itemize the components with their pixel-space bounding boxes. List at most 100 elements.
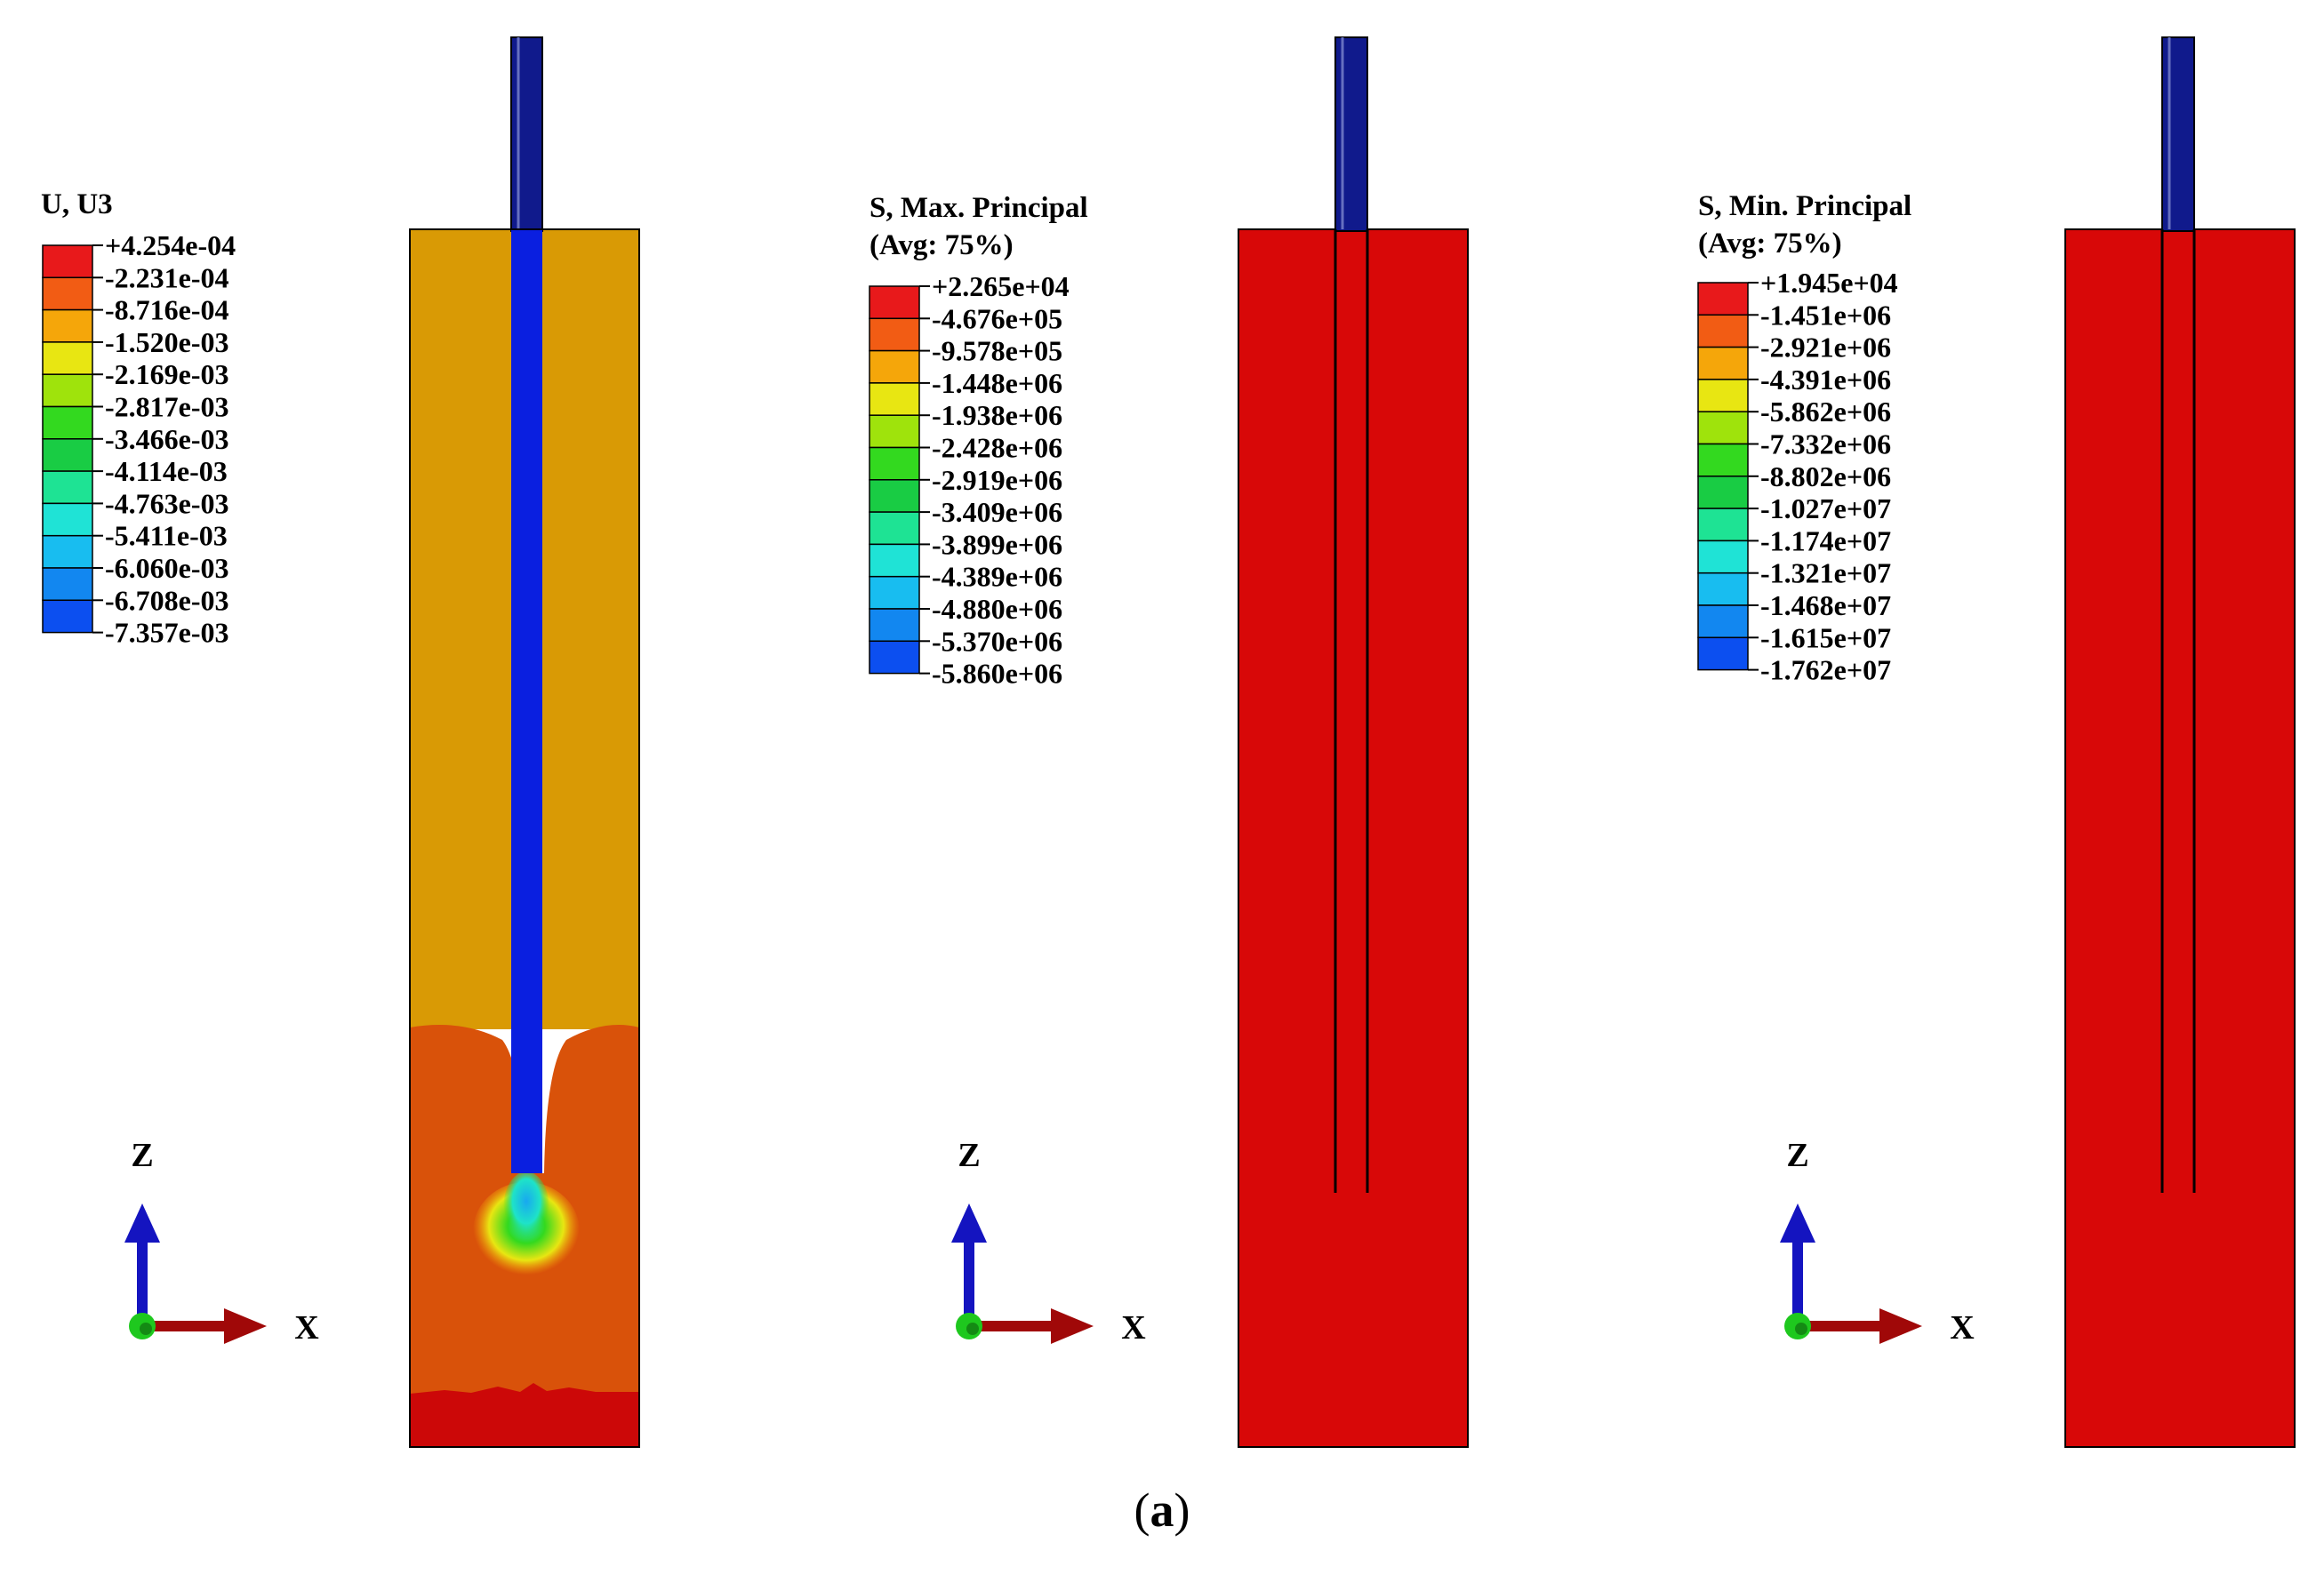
legend-color-band [1697,411,1749,445]
legend-value: -4.389e+06 [932,561,1062,593]
x-axis-label: X [1121,1309,1145,1347]
legend-value: -1.027e+07 [1760,492,1891,524]
legend-subtitle: (Avg: 75%) [1698,228,1842,260]
pile-top-segment [2161,36,2195,232]
z-axis-label: Z [131,1137,153,1174]
legend-title: S, Max. Principal [869,192,1088,224]
figure-caption: (a) [0,1483,2324,1538]
legend-color-band [869,382,920,416]
legend-color-band [42,373,93,408]
legend-value: +1.945e+04 [1760,267,1898,299]
legend-value: -1.762e+07 [1760,654,1891,686]
legend-value: -3.409e+06 [932,496,1062,528]
legend-value: -2.428e+06 [932,432,1062,464]
legend-value: -6.060e-03 [105,552,229,584]
x-axis-shaft [1798,1321,1885,1331]
legend-value: -3.899e+06 [932,528,1062,560]
legend-value: -8.802e+06 [1760,460,1891,492]
legend-color-band [42,502,93,537]
soil-block-outline [409,228,640,1448]
legend-color-band [42,341,93,375]
origin-marker-shade [966,1323,979,1335]
legend-value: -5.862e+06 [1760,396,1891,428]
legend-max-principal: S, Max. Principal (Avg: 75%) +2.265e+04 -4.… [869,192,1088,690]
legend-value: +2.265e+04 [932,270,1070,302]
legend-color-band [42,308,93,343]
legend-value: -1.448e+06 [932,367,1062,399]
x-axis-arrowhead [224,1308,267,1344]
z-axis-arrowhead [1780,1203,1815,1243]
legend-value: -4.391e+06 [1760,364,1891,396]
legend-color-band [869,446,920,481]
legend-value: -3.466e-03 [105,423,229,455]
legend-color-band [42,470,93,505]
legend-value: -2.919e+06 [932,464,1062,496]
legend-color-band [1697,346,1749,380]
legend-title: U, U3 [41,188,113,220]
legend-color-band [42,534,93,569]
pile-top-segment [510,36,543,232]
pile-top-segment [1334,36,1368,232]
legend-subtitle: (Avg: 75%) [869,229,1014,261]
legend-value: -7.357e-03 [105,617,229,649]
legend-color-band [1697,282,1749,316]
pile-tip-core [503,1171,549,1246]
legend-value: -5.370e+06 [932,625,1062,657]
axis-triad-min-principal: ZX [1780,1137,1975,1347]
legend-color-band [1697,443,1749,477]
legend-value: -1.615e+07 [1760,621,1891,653]
legend-min-principal: S, Min. Principal(Avg: 75%)+1.945e+04-1.… [1697,190,1911,686]
x-axis-label: X [294,1309,318,1347]
legend-value: -8.716e-04 [105,294,229,326]
legend-value: -4.763e-03 [105,487,229,519]
legend-value: +4.254e-04 [105,229,236,261]
x-axis-arrowhead [1879,1308,1922,1344]
z-axis-shaft [964,1237,974,1326]
legend-value: -5.860e+06 [932,658,1062,690]
model-u3 [409,36,640,1448]
z-axis-arrowhead [951,1203,987,1243]
legend-value: -2.817e-03 [105,391,229,423]
legend-value: -1.938e+06 [932,399,1062,431]
legend-color-band [1697,379,1749,412]
legend-color-band [42,405,93,440]
legend-color-band [1697,476,1749,509]
legend-value: -1.451e+06 [1760,299,1891,331]
legend-value: -1.468e+07 [1760,589,1891,621]
legends: U, U3 +4.254e-04-2.231e-04-8.716e-04-1.52… [41,188,1911,690]
caption-open-paren: ( [1134,1483,1150,1537]
x-axis-label: X [1950,1309,1974,1347]
legend-u3: U, U3 +4.254e-04-2.231e-04-8.716e-04-1.52… [41,188,236,649]
legend-color-band [869,640,920,675]
legend-color-band [1697,572,1749,606]
legend-color-band [869,575,920,610]
legend-color-band [869,479,920,513]
stress-block [2064,228,2296,1448]
model-min-principal [2064,36,2296,1448]
legend-color-band [869,511,920,546]
legend-color-band [869,349,920,384]
x-axis-shaft [142,1321,229,1331]
legend-color-band [869,414,920,449]
pile-shaft [511,229,542,1173]
x-axis-arrowhead [1051,1308,1094,1344]
legend-color-band [42,438,93,472]
soil-bottom-zone [410,1383,639,1447]
legend-value: -1.174e+07 [1760,524,1891,556]
legend-value: -4.114e-03 [105,455,228,487]
x-axis-shaft [969,1321,1056,1331]
legend-value: -2.169e-03 [105,358,229,390]
legend-color-band [1697,314,1749,348]
caption-letter: a [1150,1483,1174,1537]
z-axis-label: Z [1786,1137,1808,1174]
legend-color-band [42,276,93,311]
axis-triad-u3: ZX [124,1137,319,1347]
axis-triad-max-principal: ZX [951,1137,1146,1347]
legend-value: -4.880e+06 [932,593,1062,625]
z-axis-shaft [1792,1237,1803,1326]
legend-color-band [869,608,920,643]
legend-color-band [1697,604,1749,639]
legend-color-band [869,285,920,320]
